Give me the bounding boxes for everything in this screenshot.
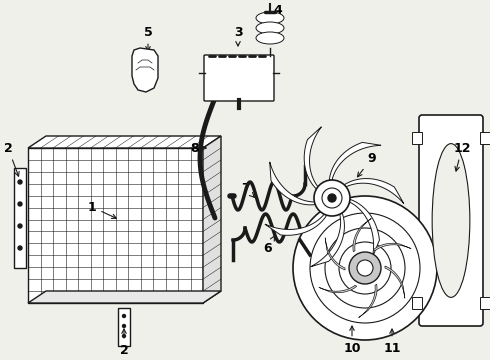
Circle shape bbox=[349, 252, 381, 284]
Ellipse shape bbox=[256, 22, 284, 34]
Polygon shape bbox=[325, 238, 345, 270]
Bar bbox=[480, 132, 490, 144]
Circle shape bbox=[357, 260, 373, 276]
Ellipse shape bbox=[256, 32, 284, 44]
Text: 5: 5 bbox=[144, 26, 152, 51]
Polygon shape bbox=[28, 136, 221, 148]
Polygon shape bbox=[353, 219, 371, 252]
Circle shape bbox=[310, 213, 420, 323]
Circle shape bbox=[18, 180, 22, 184]
Text: 2: 2 bbox=[120, 329, 128, 356]
Polygon shape bbox=[349, 199, 379, 257]
Circle shape bbox=[339, 242, 391, 294]
Polygon shape bbox=[311, 213, 344, 267]
Text: 6: 6 bbox=[264, 236, 274, 255]
Ellipse shape bbox=[432, 144, 470, 297]
Circle shape bbox=[122, 315, 125, 318]
Circle shape bbox=[18, 224, 22, 228]
Text: 11: 11 bbox=[383, 329, 401, 355]
Ellipse shape bbox=[256, 12, 284, 24]
Polygon shape bbox=[373, 243, 411, 251]
Bar bbox=[118, 308, 130, 346]
Circle shape bbox=[18, 246, 22, 250]
Polygon shape bbox=[304, 127, 321, 189]
Circle shape bbox=[122, 334, 125, 338]
Bar bbox=[412, 297, 422, 309]
Polygon shape bbox=[385, 266, 405, 298]
Polygon shape bbox=[270, 162, 315, 205]
Text: 9: 9 bbox=[358, 152, 376, 177]
Polygon shape bbox=[359, 284, 377, 318]
Text: 8: 8 bbox=[191, 141, 206, 154]
Polygon shape bbox=[265, 214, 327, 235]
Circle shape bbox=[325, 228, 405, 308]
Text: 12: 12 bbox=[453, 141, 471, 171]
Circle shape bbox=[293, 196, 437, 340]
Circle shape bbox=[322, 188, 342, 208]
Bar bbox=[412, 132, 422, 144]
Bar bbox=[28, 148, 203, 303]
Circle shape bbox=[18, 202, 22, 206]
Polygon shape bbox=[319, 285, 357, 293]
Polygon shape bbox=[344, 179, 404, 203]
Text: 2: 2 bbox=[3, 141, 19, 176]
Circle shape bbox=[122, 324, 125, 328]
Bar bbox=[480, 297, 490, 309]
FancyBboxPatch shape bbox=[204, 55, 274, 101]
Text: 7: 7 bbox=[241, 181, 254, 197]
FancyBboxPatch shape bbox=[419, 115, 483, 326]
Text: 1: 1 bbox=[88, 201, 116, 219]
Circle shape bbox=[314, 180, 350, 216]
Text: 10: 10 bbox=[343, 326, 361, 355]
Text: 3: 3 bbox=[234, 26, 243, 46]
Polygon shape bbox=[132, 48, 158, 92]
Polygon shape bbox=[329, 143, 381, 180]
Polygon shape bbox=[203, 136, 221, 303]
Bar bbox=[14, 168, 26, 268]
Polygon shape bbox=[28, 291, 221, 303]
Text: 4: 4 bbox=[270, 4, 282, 19]
Circle shape bbox=[328, 194, 336, 202]
